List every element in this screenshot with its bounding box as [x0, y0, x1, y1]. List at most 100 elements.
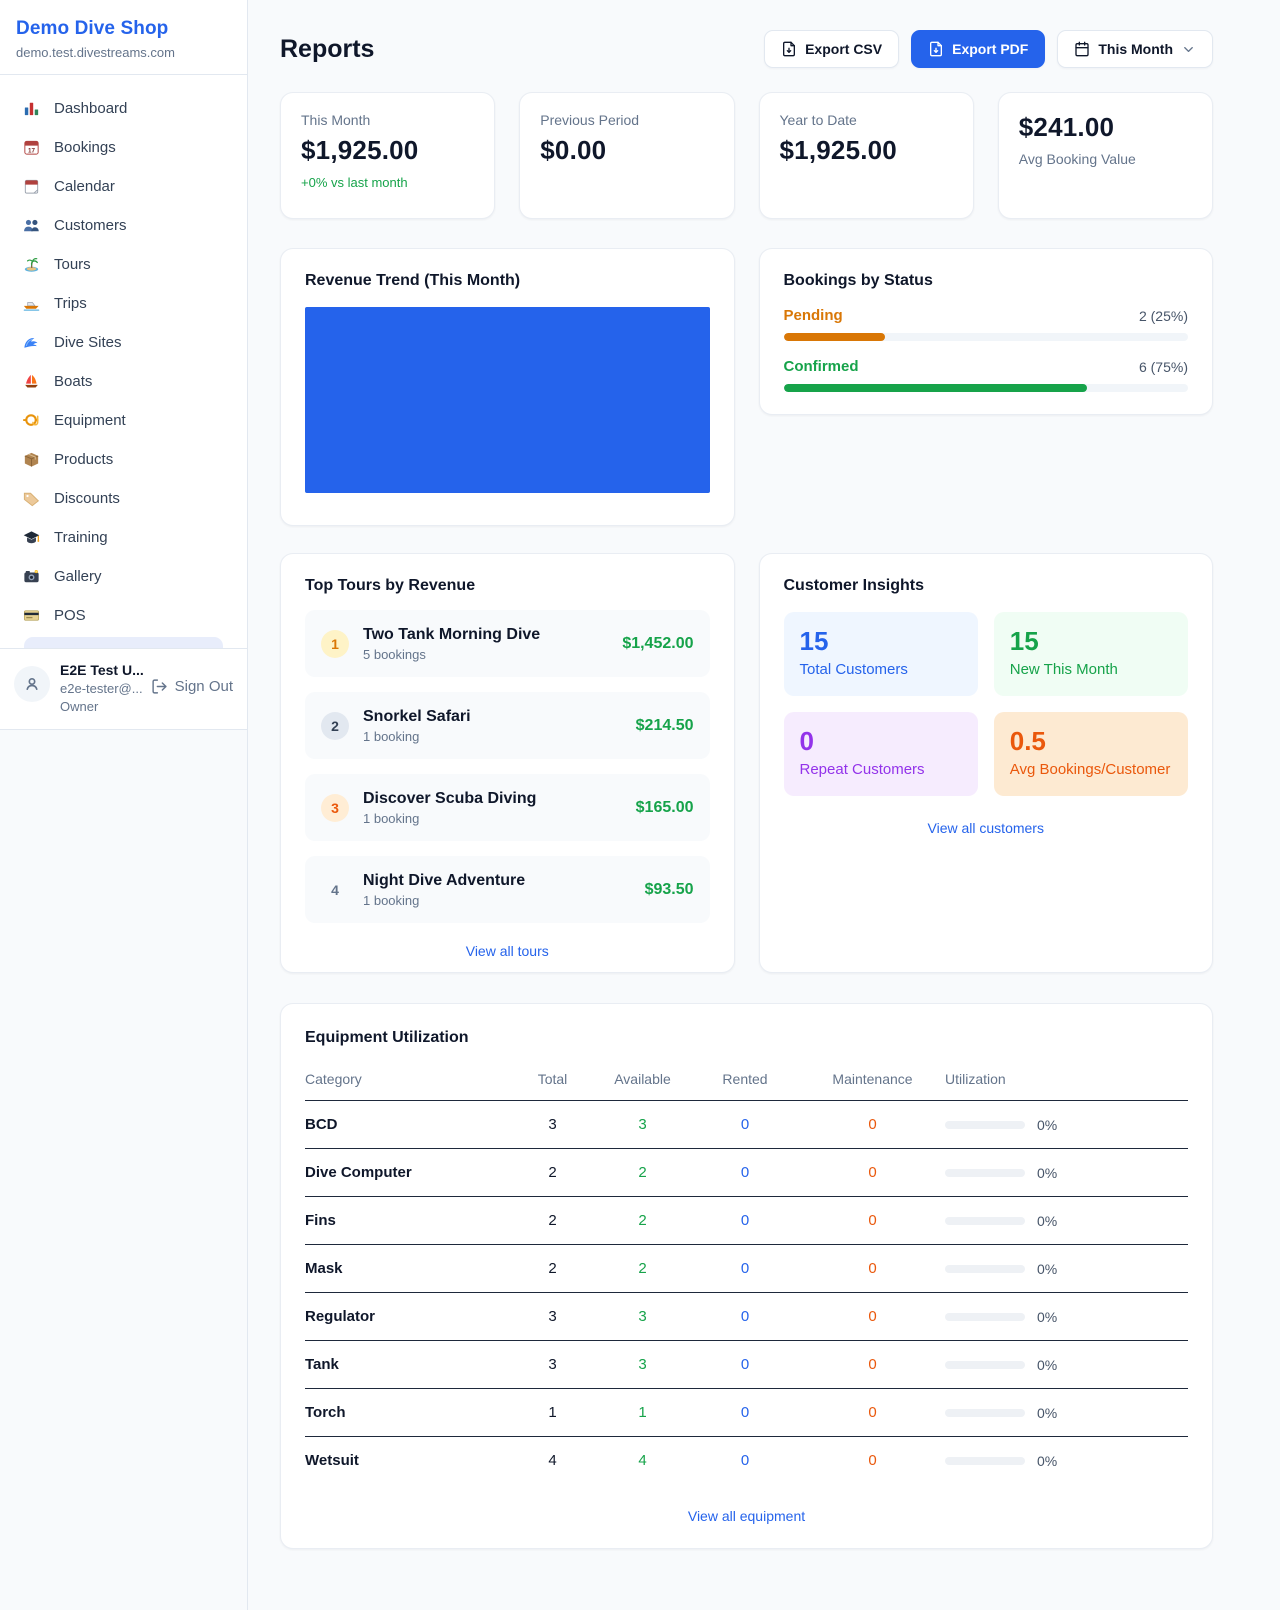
utilization-percent: 0% — [1037, 1164, 1058, 1181]
sign-out-button[interactable]: Sign Out — [151, 678, 233, 695]
cell-available: 4 — [638, 1452, 647, 1469]
tour-bookings: 5 bookings — [363, 646, 426, 662]
revenue-trend-card: Revenue Trend (This Month) — [280, 248, 735, 526]
column-header-maintenance: Maintenance — [800, 1063, 945, 1101]
insight-new-this-month: 15 New This Month — [993, 612, 1188, 696]
sidebar-item-calendar[interactable]: Calendar — [12, 167, 235, 206]
sidebar-item-products[interactable]: Products — [12, 440, 235, 479]
cell-rented: 0 — [690, 1196, 800, 1245]
insight-label: Avg Bookings/Customer — [1009, 761, 1171, 778]
brand-domain: demo.test.divestreams.com — [16, 45, 175, 60]
sidebar-item-discounts[interactable]: Discounts — [12, 479, 235, 518]
tour-row: 4 Night Dive Adventure 1 booking $93.50 — [305, 856, 710, 923]
calendar-date-icon: 17 — [22, 138, 41, 157]
sidebar-item-dashboard[interactable]: Dashboard — [12, 89, 235, 128]
tour-bookings: 1 booking — [363, 728, 420, 744]
stat-card-this-month: This Month $1,925.00 +0% vs last month — [280, 92, 496, 219]
sidebar-item-reports-active-partial[interactable] — [24, 637, 223, 648]
cell-rented: 0 — [690, 1244, 800, 1293]
sidebar-item-tours[interactable]: Tours — [12, 245, 235, 284]
cell-category: Regulator — [305, 1292, 510, 1341]
sidebar-item-label: Dive Sites — [54, 334, 122, 351]
sidebar-item-bookings[interactable]: 17 Bookings — [12, 128, 235, 167]
camera-icon — [22, 567, 41, 586]
cell-total: 4 — [548, 1452, 557, 1469]
utilization-percent: 0% — [1037, 1356, 1058, 1373]
sidebar-item-gallery[interactable]: Gallery — [12, 557, 235, 596]
sidebar-item-label: Trips — [54, 295, 87, 312]
sidebar-user-section: E2E Test U... e2e-tester@... Owner Sign … — [0, 648, 247, 729]
file-download-icon — [783, 41, 796, 57]
export-csv-button[interactable]: Export CSV — [764, 30, 900, 68]
brand-header: Demo Dive Shop demo.test.divestreams.com — [0, 0, 247, 75]
cell-total: 3 — [510, 1340, 595, 1389]
package-icon — [22, 450, 41, 469]
stat-label: Avg Booking Value — [1018, 151, 1136, 167]
cell-maintenance: 0 — [800, 1196, 945, 1245]
stat-card-avg-booking-value: $241.00 Avg Booking Value — [997, 92, 1213, 219]
cell-available: 3 — [595, 1340, 690, 1389]
utilization-bar-track — [945, 1264, 1025, 1273]
sidebar-item-dive-sites[interactable]: Dive Sites — [12, 323, 235, 362]
equipment-utilization-card: Equipment Utilization Category Total Ava… — [280, 1003, 1213, 1549]
chevron-down-icon — [1184, 46, 1193, 52]
view-all-customers-link[interactable]: View all customers — [927, 820, 1044, 836]
bookings-by-status-card: Bookings by Status Pending 2 (25%) Confi… — [758, 248, 1213, 415]
export-pdf-button[interactable]: Export PDF — [911, 30, 1046, 68]
cell-category: Dive Computer — [305, 1148, 510, 1197]
cell-total: 2 — [510, 1244, 595, 1293]
table-row: Fins 2 2 0 0 0% — [305, 1196, 1188, 1245]
sidebar-item-pos[interactable]: POS — [12, 596, 235, 635]
insight-value: 15 — [799, 626, 829, 656]
sidebar-item-equipment[interactable]: Equipment — [12, 401, 235, 440]
status-row-pending: Pending 2 (25%) — [783, 307, 1188, 341]
page-title: Reports — [280, 34, 375, 63]
equipment-utilization-title: Equipment Utilization — [305, 1029, 469, 1046]
stat-value: $0.00 — [540, 135, 607, 165]
sidebar-item-training[interactable]: Training — [12, 518, 235, 557]
sidebar-item-label: Gallery — [54, 568, 102, 585]
export-pdf-label: Export PDF — [952, 41, 1029, 57]
sidebar-nav: Dashboard 17 Bookings Calendar Customers — [0, 75, 247, 648]
export-csv-label: Export CSV — [805, 41, 883, 57]
cell-category: Torch — [305, 1388, 510, 1437]
utilization-percent: 0% — [1037, 1116, 1058, 1133]
cell-total: 1 — [510, 1388, 595, 1437]
utilization-percent: 0% — [1037, 1452, 1058, 1469]
main-content: Reports Export CSV Export PDF This Month — [248, 0, 1280, 1549]
period-dropdown[interactable]: This Month — [1057, 30, 1213, 68]
stat-label: Previous Period — [540, 112, 640, 128]
table-row: BCD 3 3 0 0 0% — [305, 1100, 1188, 1149]
cell-available: 3 — [595, 1292, 690, 1341]
stat-value: $1,925.00 — [301, 135, 419, 165]
log-out-icon — [152, 679, 167, 694]
cell-rented: 0 — [740, 1452, 750, 1469]
rank-badge: 4 — [331, 881, 339, 898]
revenue-trend-title: Revenue Trend (This Month) — [305, 272, 521, 289]
status-label: Confirmed — [783, 358, 859, 375]
tour-row: 1 Two Tank Morning Dive 5 bookings $1,45… — [305, 610, 710, 677]
sidebar-item-boats[interactable]: Boats — [12, 362, 235, 401]
cell-rented: 0 — [690, 1148, 800, 1197]
sidebar-item-label: Equipment — [54, 412, 126, 429]
tag-icon — [22, 489, 41, 508]
status-count: 2 (25%) — [1138, 307, 1188, 324]
tour-name: Night Dive Adventure — [363, 871, 526, 889]
view-all-equipment-link[interactable]: View all equipment — [687, 1508, 806, 1524]
sidebar-item-trips[interactable]: Trips — [12, 284, 235, 323]
sidebar-item-label: Tours — [54, 256, 91, 273]
sidebar-item-label: Dashboard — [54, 100, 128, 117]
view-all-tours-link[interactable]: View all tours — [465, 943, 549, 959]
table-row: Tank 3 3 0 0 0% — [305, 1340, 1188, 1389]
tour-revenue: $1,452.00 — [622, 634, 694, 652]
table-row: Dive Computer 2 2 0 0 0% — [305, 1148, 1188, 1197]
sidebar-item-label: Customers — [54, 217, 127, 234]
tour-name: Discover Scuba Diving — [363, 789, 537, 807]
table-row: Regulator 3 3 0 0 0% — [305, 1292, 1188, 1341]
cell-total: 3 — [510, 1292, 595, 1341]
stat-delta: +0% vs last month — [301, 175, 408, 190]
insight-label: Total Customers — [799, 661, 908, 678]
sidebar-item-customers[interactable]: Customers — [12, 206, 235, 245]
insight-label: New This Month — [1009, 661, 1118, 678]
